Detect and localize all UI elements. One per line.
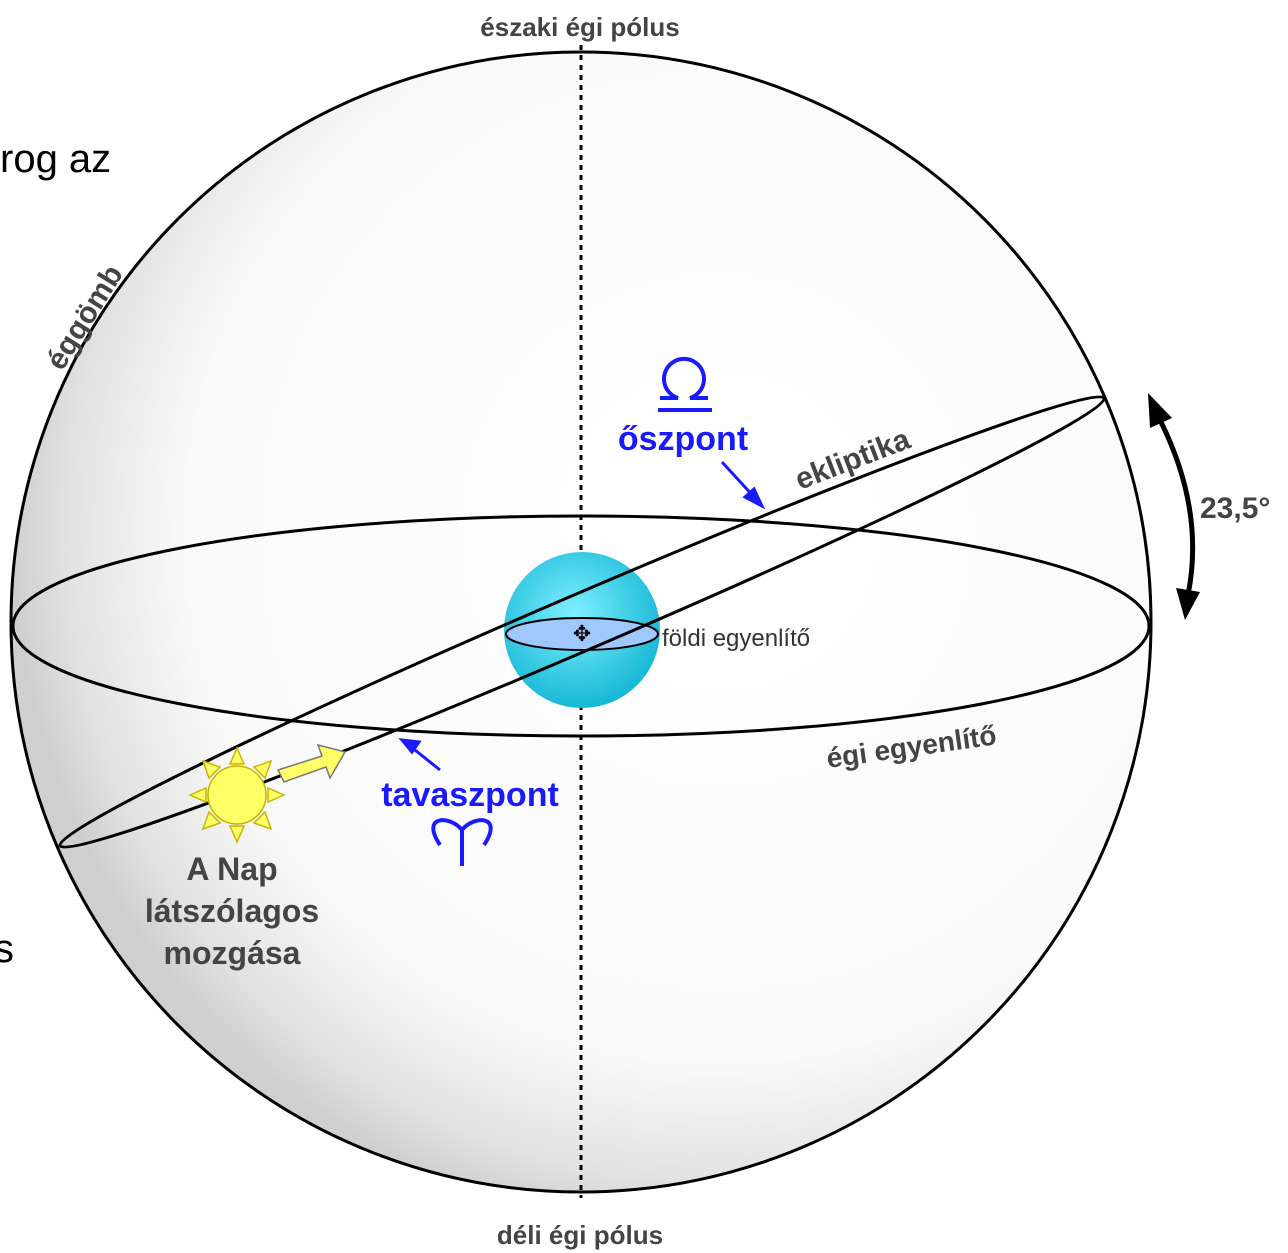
label: őszpont — [618, 420, 748, 458]
pointer — [398, 460, 766, 772]
earth-equator — [505, 617, 659, 651]
fragment: rog az — [0, 137, 111, 181]
label: látszólagos — [145, 893, 319, 929]
label: déli égi pólus — [497, 1220, 663, 1250]
fragment: s — [0, 927, 14, 971]
celestial-equator — [11, 514, 1151, 738]
arrowhead — [1176, 588, 1200, 620]
tilt-arc — [1157, 418, 1196, 596]
earth-center: ✥ — [573, 621, 591, 646]
aries-symbol — [431, 818, 493, 866]
ecliptic — [58, 395, 1106, 849]
label: tavaszpont — [381, 776, 559, 814]
label: mozgása — [164, 935, 301, 971]
label: északi égi pólus — [480, 12, 679, 42]
sun — [188, 746, 286, 844]
label: földi egyenlítő — [662, 625, 810, 652]
libra-symbol — [658, 357, 712, 412]
sun-motion-arrow — [276, 743, 347, 783]
label: A Nap — [186, 851, 277, 887]
label: 23,5° — [1200, 492, 1270, 525]
arrowhead — [1148, 393, 1172, 428]
